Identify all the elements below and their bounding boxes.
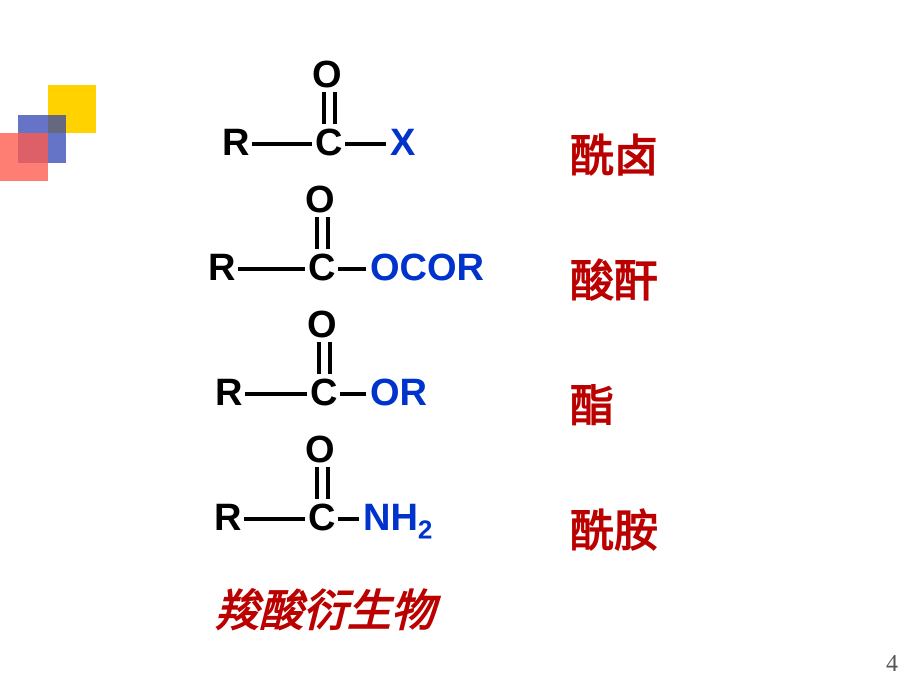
- bond-single: [338, 517, 359, 521]
- structure-row: RCOX酰卤: [200, 50, 800, 175]
- substituent: NH2: [363, 499, 432, 543]
- chemical-structure: R CO X: [200, 50, 510, 175]
- bond-double-1: [315, 467, 319, 499]
- atom-c: C: [315, 124, 342, 162]
- decoration-svg: [0, 85, 120, 185]
- chemical-structure: R CO OCOR: [200, 175, 510, 300]
- bond-double-2: [333, 92, 337, 124]
- substituent: OCOR: [370, 249, 484, 287]
- page-number: 4: [886, 651, 898, 678]
- atom-o: O: [307, 306, 337, 344]
- atom-o: O: [312, 56, 342, 94]
- structures-container: RCOX酰卤RCOOCOR酸酐RCOOR酯RCONH2酰胺: [200, 50, 800, 550]
- bond-single: [338, 267, 366, 271]
- atom-r: R: [214, 499, 241, 537]
- bond-single: [238, 267, 305, 271]
- bottom-title: 羧酸衍生物: [215, 575, 435, 639]
- corner-decoration: [0, 85, 120, 175]
- chemical-structure: R CO NH2: [200, 425, 510, 550]
- bond-single: [252, 142, 312, 146]
- structure-row: RCONH2酰胺: [200, 425, 800, 550]
- bond-single: [345, 142, 386, 146]
- bond-double-1: [317, 342, 321, 374]
- atom-r: R: [222, 124, 249, 162]
- atom-r: R: [215, 374, 242, 412]
- bond-single: [245, 392, 307, 396]
- deco-square-red: [0, 133, 48, 181]
- bond-single: [244, 517, 305, 521]
- atom-c: C: [310, 374, 337, 412]
- bond-double-1: [315, 217, 319, 249]
- substituent: OR: [370, 374, 427, 412]
- bond-double-2: [326, 217, 330, 249]
- structure-row: RCOOCOR酸酐: [200, 175, 800, 300]
- substituent: X: [390, 124, 415, 162]
- bond-double-2: [326, 467, 330, 499]
- atom-o: O: [305, 431, 335, 469]
- atom-c: C: [308, 499, 335, 537]
- compound-label: 酰胺: [570, 495, 658, 559]
- bond-double-2: [328, 342, 332, 374]
- structure-row: RCOOR酯: [200, 300, 800, 425]
- chemical-structure: R CO OR: [200, 300, 510, 425]
- bond-single: [340, 392, 366, 396]
- atom-r: R: [208, 249, 235, 287]
- bond-double-1: [322, 92, 326, 124]
- atom-o: O: [305, 181, 335, 219]
- atom-c: C: [308, 249, 335, 287]
